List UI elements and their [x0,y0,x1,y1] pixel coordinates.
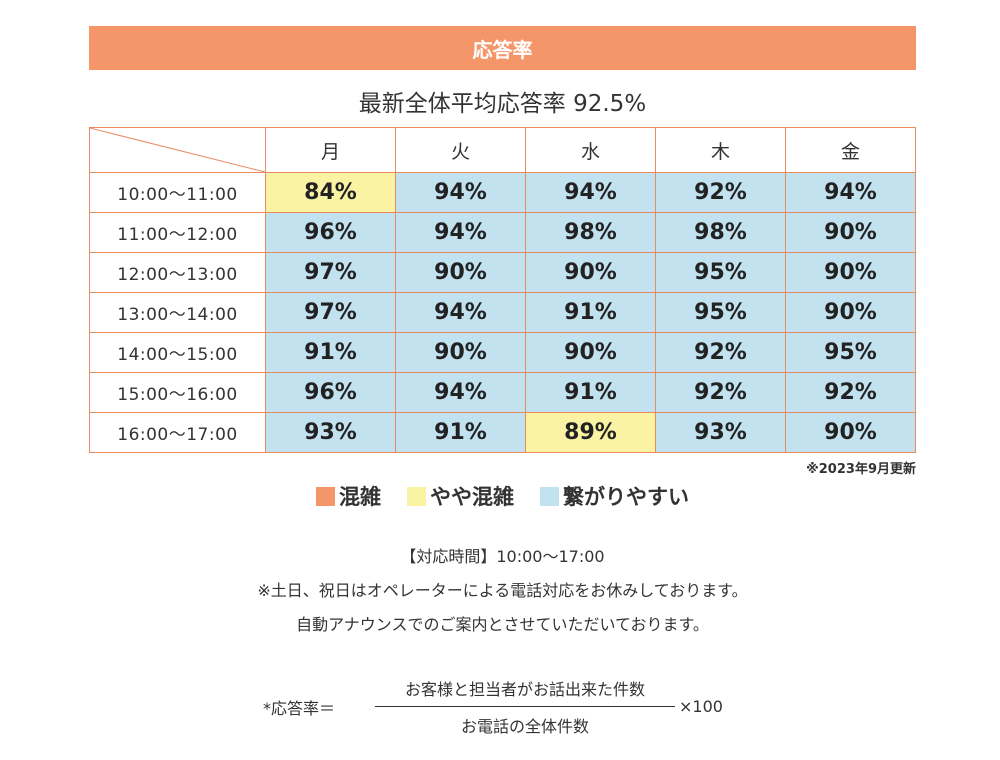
swatch-somewhat-busy-icon [407,486,426,506]
rate-cell: 96% [265,212,396,253]
rate-cell: 94% [785,172,916,213]
holiday-notice: ※土日、祝日はオペレーターによる電話対応をお休みしております。 [257,581,748,600]
diagonal-line-icon [90,128,265,172]
table-row: 12:00〜13:00 97% 90% 90% 95% 90% [89,252,916,293]
formula-multiplier: ×100 [679,697,723,716]
rate-cell: 92% [655,372,786,413]
fraction-bar [375,706,676,707]
rate-cell: 93% [655,412,786,453]
rate-cell: 94% [395,292,526,333]
rate-cell: 92% [655,172,786,213]
update-note: ※2023年9月更新 [806,462,916,477]
legend-label: やや混雑 [430,485,514,509]
rate-cell: 90% [785,252,916,293]
table-row: 10:00〜11:00 84% 94% 94% 92% 94% [89,172,916,213]
table-row: 11:00〜12:00 96% 94% 98% 98% 90% [89,212,916,253]
rate-cell: 91% [395,412,526,453]
formula-lhs: *応答率＝ [263,698,336,718]
rate-cell: 98% [655,212,786,253]
rate-cell: 95% [785,332,916,373]
day-header-mon: 月 [265,127,396,173]
table-row: 16:00〜17:00 93% 91% 89% 93% 90% [89,412,916,453]
rate-cell: 90% [395,332,526,373]
time-slot-label: 14:00〜15:00 [89,332,266,373]
legend: 混雑 やや混雑 繋がりやすい [89,481,916,511]
formula-numerator: お客様と担当者がお話出来た件数 [405,680,646,699]
rate-cell: 94% [525,172,656,213]
time-slot-label: 15:00〜16:00 [89,372,266,413]
legend-item-busy: 混雑 [316,481,381,511]
rate-cell: 90% [525,332,656,373]
response-rate-formula: *応答率＝ お客様と担当者がお話出来た件数 お電話の全体件数 ×100 [263,676,723,737]
table-row: 15:00〜16:00 96% 94% 91% 92% 92% [89,372,916,413]
rate-cell: 91% [525,292,656,333]
day-header-fri: 金 [785,127,916,173]
rate-cell: 95% [655,252,786,293]
day-header-tue: 火 [395,127,526,173]
legend-item-somewhat-busy: やや混雑 [407,481,514,511]
rate-cell: 91% [525,372,656,413]
rate-cell: 93% [265,412,396,453]
rate-cell: 97% [265,252,396,293]
average-response-rate: 最新全体平均応答率 92.5% [358,91,647,117]
time-slot-label: 10:00〜11:00 [89,172,266,213]
day-header-wed: 水 [525,127,656,173]
legend-label: 混雑 [339,485,381,509]
rate-cell: 90% [395,252,526,293]
rate-cell: 90% [785,292,916,333]
rate-cell: 90% [785,412,916,453]
rate-cell: 84% [265,172,396,213]
rate-cell: 94% [395,372,526,413]
formula-denominator: お電話の全体件数 [461,717,590,736]
rate-cell: 91% [265,332,396,373]
rate-cell: 96% [265,372,396,413]
page-banner: 応答率 [89,26,916,70]
day-header-thu: 木 [655,127,786,173]
auto-announce-notice: 自動アナウンスでのご案内とさせていただいております。 [296,615,709,634]
rate-cell: 92% [785,372,916,413]
rate-cell: 90% [785,212,916,253]
swatch-busy-icon [316,486,335,506]
legend-item-easy: 繋がりやすい [540,481,689,511]
swatch-easy-icon [540,486,559,506]
table-row: 14:00〜15:00 91% 90% 90% 92% 95% [89,332,916,373]
table-corner-cell [89,127,266,173]
table-row: 13:00〜14:00 97% 94% 91% 95% 90% [89,292,916,333]
rate-cell: 95% [655,292,786,333]
time-slot-label: 16:00〜17:00 [89,412,266,453]
table-header-row: 月 火 水 木 金 [89,127,916,173]
formula-fraction: お客様と担当者がお話出来た件数 お電話の全体件数 [375,676,676,737]
rate-cell: 94% [395,172,526,213]
rate-cell: 90% [525,252,656,293]
response-rate-table: 月 火 水 木 金 10:00〜11:00 84% 94% 94% 92% 94… [89,127,916,453]
rate-cell: 98% [525,212,656,253]
legend-label: 繋がりやすい [563,485,689,509]
rate-cell: 97% [265,292,396,333]
time-slot-label: 11:00〜12:00 [89,212,266,253]
rate-cell: 92% [655,332,786,373]
banner-title: 応答率 [472,37,533,62]
rate-cell: 89% [525,412,656,453]
support-hours: 【対応時間】10:00〜17:00 [400,547,605,566]
time-slot-label: 13:00〜14:00 [89,292,266,333]
rate-cell: 94% [395,212,526,253]
time-slot-label: 12:00〜13:00 [89,252,266,293]
